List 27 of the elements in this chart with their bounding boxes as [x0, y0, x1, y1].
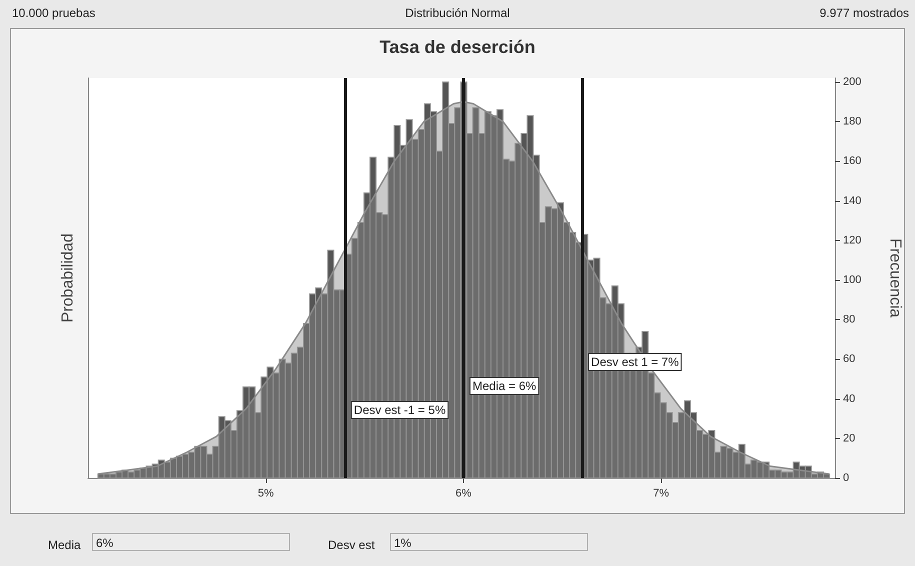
y-tick-label: 80: [843, 314, 856, 326]
y-tick-label: 200: [843, 76, 862, 88]
x-tick-label: 7%: [653, 488, 670, 500]
y-tick-label: 180: [843, 116, 862, 128]
chart-title: Tasa de deserción: [380, 37, 536, 57]
x-tick-label: 5%: [258, 488, 274, 500]
text: 10.000 pruebas: [12, 6, 96, 20]
ref-line-label: Desv est 1 = 7%: [591, 355, 680, 369]
text: Media: [48, 538, 81, 552]
text: 6%: [92, 533, 290, 551]
text: 9.977 mostrados: [820, 6, 909, 20]
y-tick-label: 120: [843, 234, 862, 246]
text: Distribución Normal: [405, 6, 510, 20]
y-tick-label: 20: [843, 432, 856, 444]
text: Desv est: [328, 538, 375, 552]
y-tick-label: 40: [843, 392, 856, 405]
y-tick-label: 140: [843, 194, 862, 207]
y-tick-label: 160: [843, 155, 862, 168]
y-tick-label: 100: [843, 274, 862, 286]
y2-axis-title: Probabilidad: [60, 234, 76, 322]
text: 1%: [390, 533, 588, 551]
x-tick-label: 6%: [456, 488, 472, 500]
ref-line-label: Media = 6%: [472, 379, 537, 393]
y-tick-label: 0: [843, 472, 850, 484]
ref-line-label: Desv est -1 = 5%: [354, 403, 446, 417]
y-tick-label: 60: [843, 353, 856, 366]
y-axis-title: Frecuencia: [886, 238, 904, 318]
